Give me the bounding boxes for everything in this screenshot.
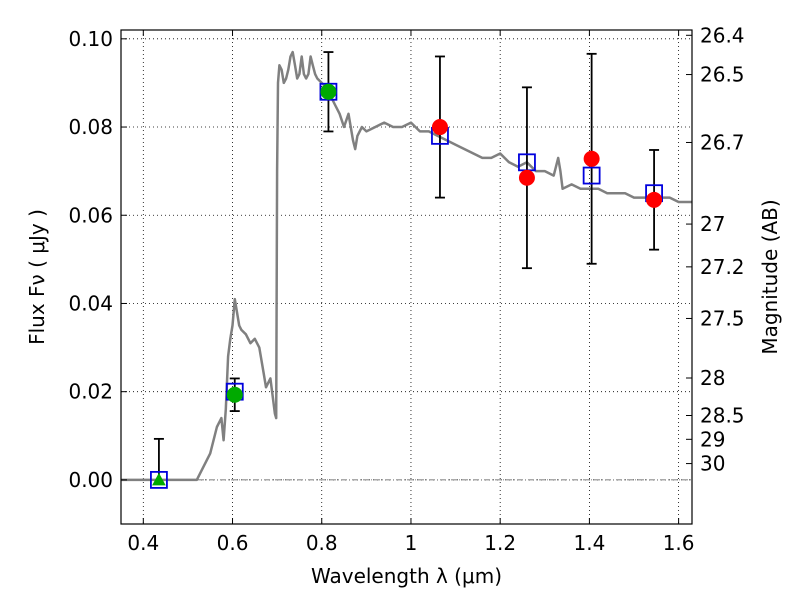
- observed-point: [518, 169, 535, 186]
- x-axis-label: Wavelength λ (μm): [311, 564, 502, 588]
- observed-point: [320, 83, 337, 100]
- observed-point: [431, 119, 448, 136]
- x-tick-label: 1: [405, 531, 418, 555]
- x-tick-label: 0.4: [127, 531, 159, 555]
- magnitude-tick-label: 26.7: [700, 130, 745, 154]
- x-tick-label: 0.6: [217, 531, 249, 555]
- observed-point: [646, 191, 663, 208]
- magnitude-tick-label: 29: [700, 427, 725, 451]
- x-tick-label: 1.4: [573, 531, 605, 555]
- y-tick-label: 0.02: [68, 380, 113, 404]
- y-axis-label: Flux Fν ( μJy ): [25, 209, 49, 345]
- model-photometry-square: [150, 470, 168, 489]
- y-tick-label: 0.08: [68, 115, 113, 139]
- magnitude-tick-label: 28.5: [700, 403, 745, 427]
- y-tick-label: 0.04: [68, 291, 113, 315]
- magnitude-tick-label: 27: [700, 212, 725, 236]
- upper-limit-triangle: [152, 472, 166, 486]
- y-axis-ticks: 0.00 0.02 0.04 0.06 0.08 0.10: [68, 27, 127, 492]
- y-tick-label: 0.00: [68, 468, 113, 492]
- model-spectrum-curve: [121, 50, 692, 482]
- magnitude-tick-label: 30: [700, 452, 725, 476]
- magnitude-tick-label: 27.5: [700, 306, 745, 330]
- x-tick-label: 0.8: [306, 531, 338, 555]
- observed-photometry-points: [152, 83, 663, 486]
- x-tick-label: 1.6: [663, 531, 695, 555]
- magnitude-axis-label: Magnitude (AB): [758, 199, 782, 354]
- model-photometry-square: [582, 166, 601, 185]
- magnitude-tick-label: 26.5: [700, 63, 745, 87]
- observed-point: [226, 386, 243, 403]
- model-photometry-squares: [150, 82, 663, 489]
- observed-point: [583, 150, 600, 167]
- x-tick-label: 1.2: [484, 531, 516, 555]
- grid-lines: [121, 30, 692, 524]
- y-tick-label: 0.06: [68, 203, 113, 227]
- y-tick-label: 0.10: [68, 27, 113, 51]
- magnitude-tick-label: 28: [700, 366, 725, 390]
- x-axis-ticks: 0.4 0.6 0.8 1 1.2 1.4 1.6: [127, 30, 695, 555]
- error-bars: [153, 51, 660, 480]
- magnitude-tick-label: 27.2: [700, 255, 745, 279]
- magnitude-tick-label: 26.4: [700, 23, 745, 47]
- plot-frame: [120, 29, 693, 525]
